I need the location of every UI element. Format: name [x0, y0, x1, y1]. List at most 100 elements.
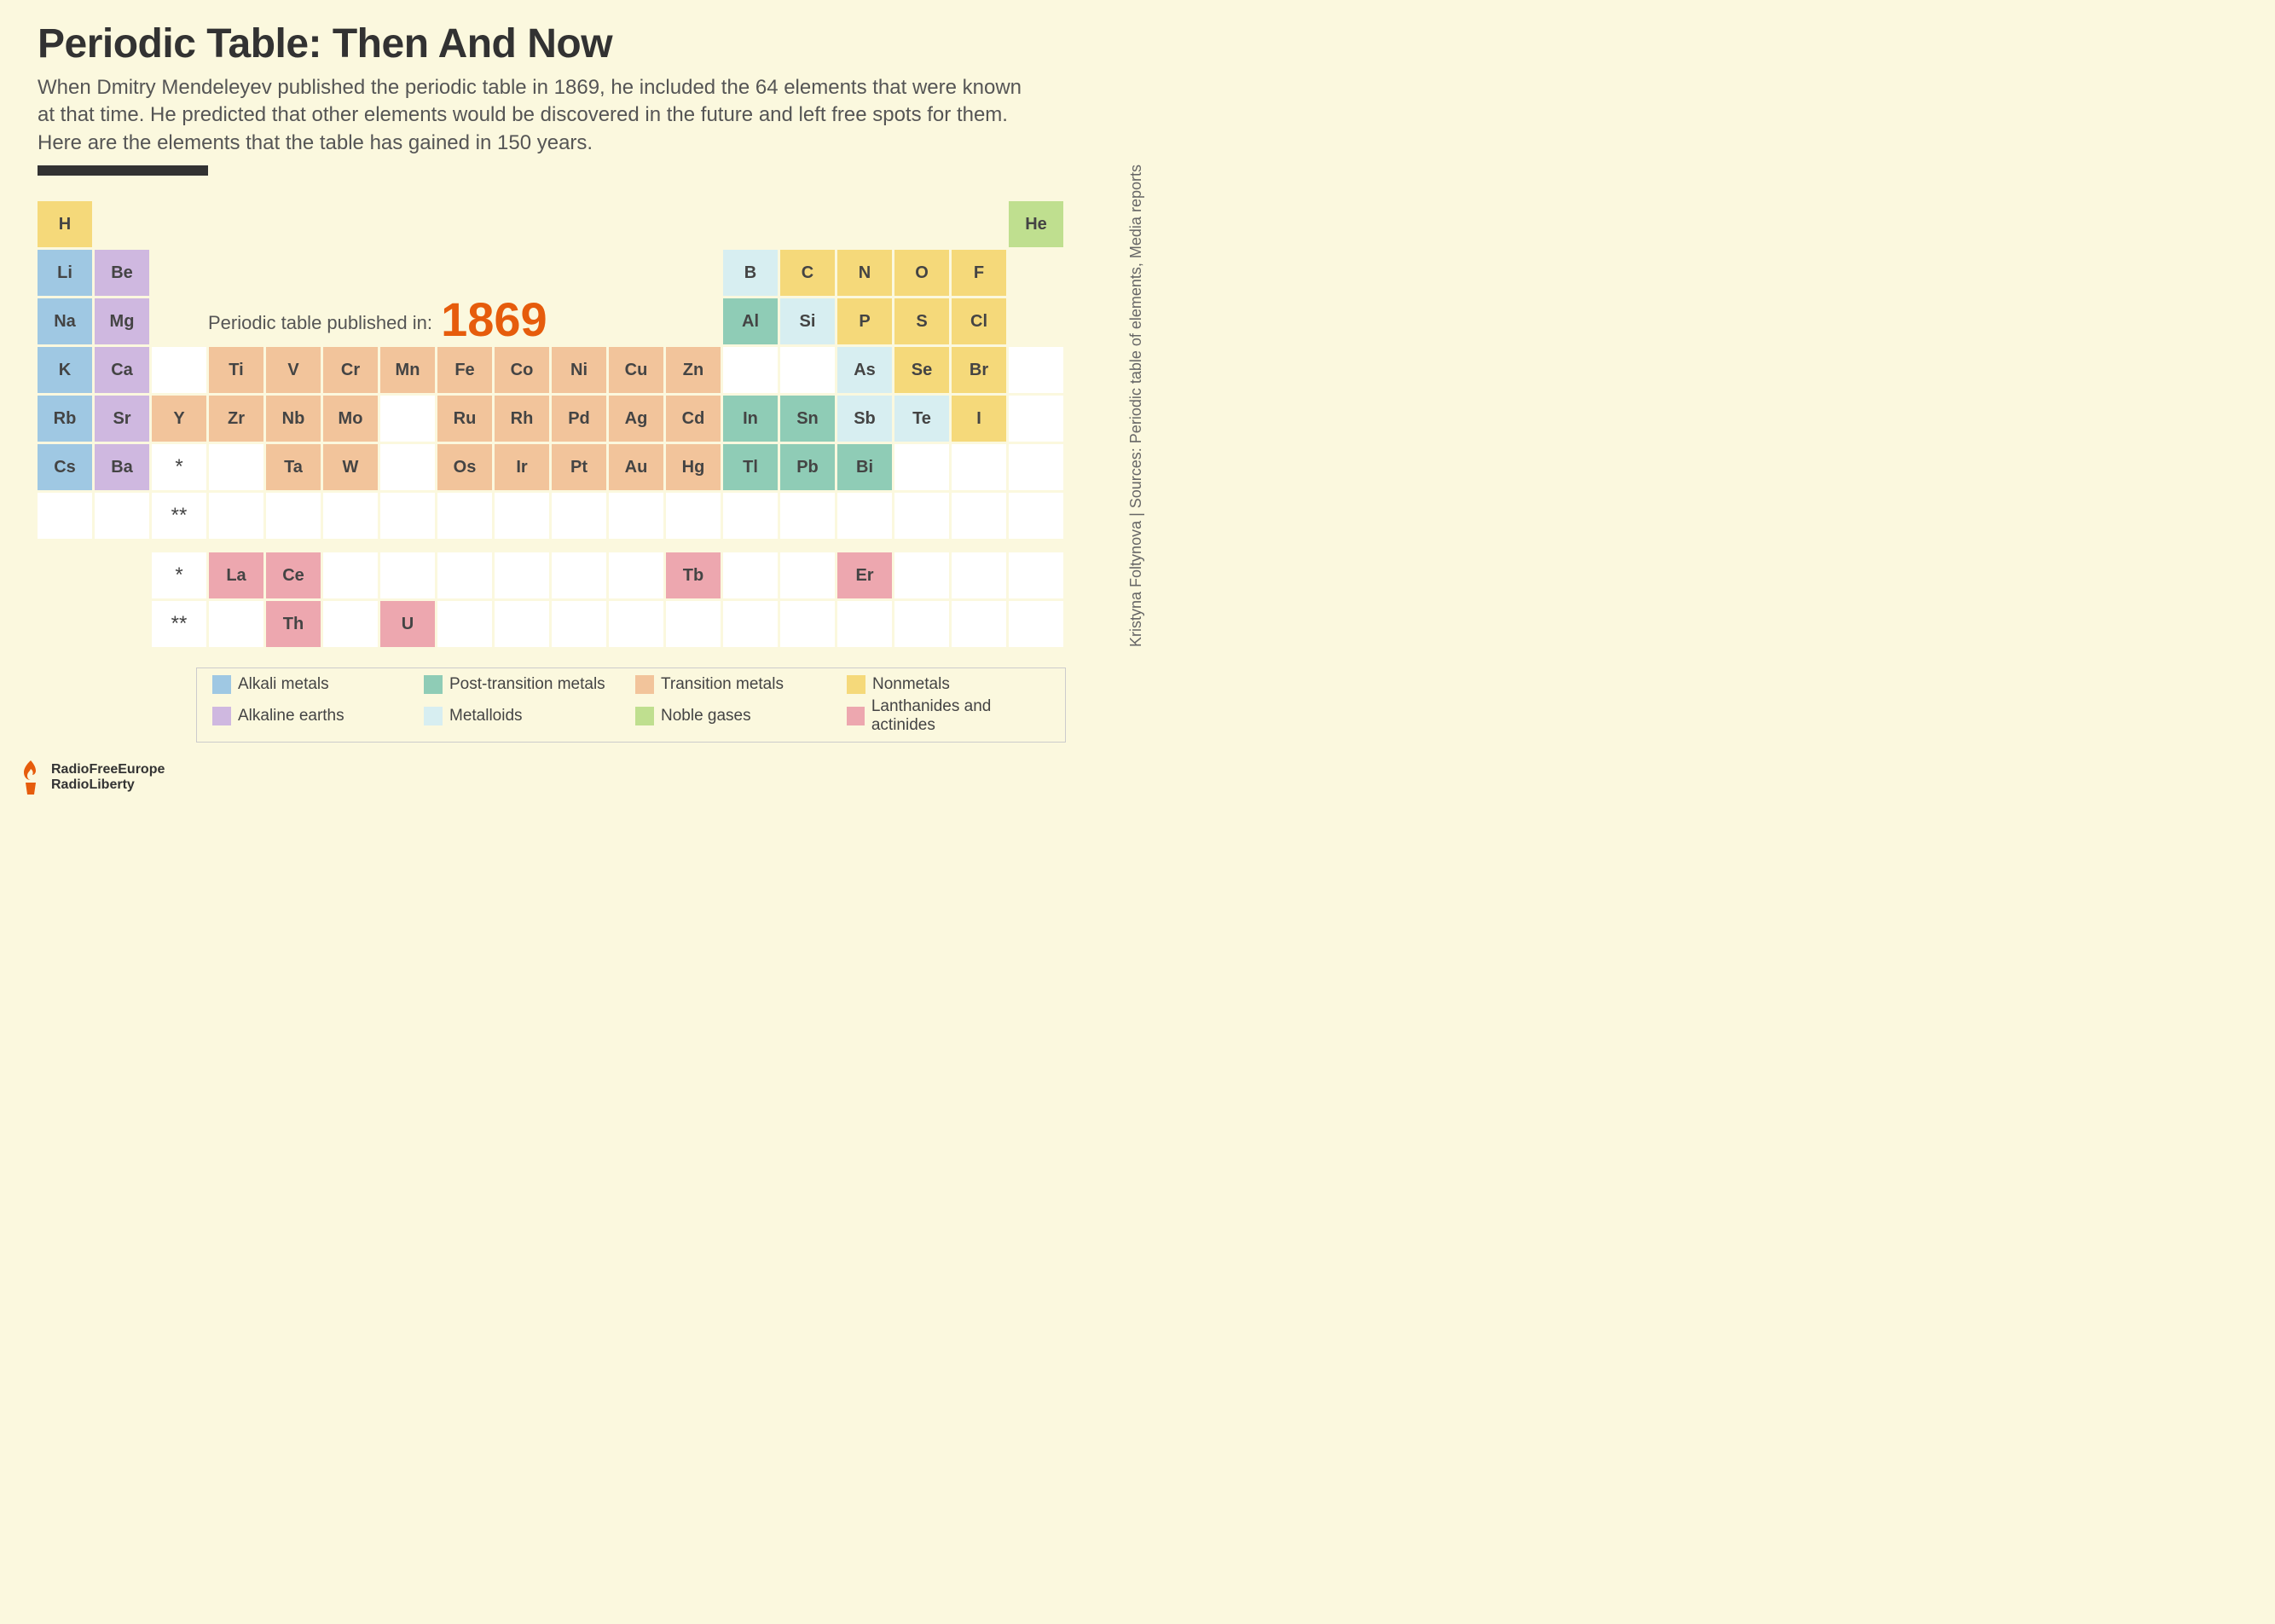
empty-cell [38, 493, 92, 539]
element-cell-sn: Sn [780, 396, 835, 442]
element-cell-os: Os [437, 444, 492, 490]
empty-cell [380, 396, 435, 442]
legend-label: Post-transition metals [449, 675, 605, 694]
void-cell [552, 201, 606, 247]
empty-cell [1009, 396, 1063, 442]
legend-item-posttrans: Post-transition metals [424, 675, 627, 694]
element-cell-ni: Ni [552, 347, 606, 393]
empty-cell [780, 493, 835, 539]
empty-cell [609, 552, 663, 598]
element-cell-al: Al [723, 298, 778, 344]
legend-item-alkali: Alkali metals [212, 675, 415, 694]
empty-cell [323, 552, 378, 598]
element-cell-sr: Sr [95, 396, 149, 442]
empty-cell [666, 493, 721, 539]
empty-cell [552, 552, 606, 598]
empty-cell [609, 493, 663, 539]
void-cell [95, 201, 149, 247]
empty-cell [495, 552, 549, 598]
element-cell-zn: Zn [666, 347, 721, 393]
element-cell-p: P [837, 298, 892, 344]
empty-cell [437, 493, 492, 539]
element-cell-n: N [837, 250, 892, 296]
element-cell-u: U [380, 601, 435, 647]
asterisk-cell: * [152, 552, 206, 598]
void-cell [609, 298, 663, 344]
legend-item-metalloid: Metalloids [424, 697, 627, 735]
void-cell [152, 298, 206, 344]
element-cell-k: K [38, 347, 92, 393]
periodic-table-wrap: Periodic table published in: 1869 HHeLiB… [38, 201, 1100, 743]
legend: Alkali metals Post-transition metals Trans… [196, 668, 1066, 743]
empty-cell [380, 552, 435, 598]
legend-swatch [847, 707, 865, 725]
element-cell-mn: Mn [380, 347, 435, 393]
void-cell [152, 250, 206, 296]
void-cell [266, 201, 321, 247]
element-cell-ca: Ca [95, 347, 149, 393]
empty-cell [723, 552, 778, 598]
legend-item-transition: Transition metals [635, 675, 838, 694]
empty-cell [780, 347, 835, 393]
void-cell [209, 201, 263, 247]
element-cell-th: Th [266, 601, 321, 647]
void-cell [38, 601, 92, 647]
element-cell-cl: Cl [952, 298, 1006, 344]
empty-cell [552, 493, 606, 539]
element-cell-in: In [723, 396, 778, 442]
legend-item-noble: Noble gases [635, 697, 838, 735]
element-cell-be: Be [95, 250, 149, 296]
empty-cell [780, 601, 835, 647]
void-cell [1009, 250, 1063, 296]
element-cell-v: V [266, 347, 321, 393]
legend-swatch [847, 675, 865, 694]
element-cell-o: O [894, 250, 949, 296]
void-cell [552, 250, 606, 296]
empty-cell [666, 601, 721, 647]
empty-cell [495, 493, 549, 539]
empty-cell [323, 601, 378, 647]
page-title: Periodic Table: Then And Now [38, 20, 1100, 67]
legend-swatch [424, 707, 443, 725]
accent-bar [38, 165, 208, 176]
empty-cell [894, 552, 949, 598]
element-cell-er: Er [837, 552, 892, 598]
empty-cell [837, 493, 892, 539]
void-cell [723, 201, 778, 247]
year-value: 1869 [441, 292, 547, 346]
element-cell-ba: Ba [95, 444, 149, 490]
empty-cell [209, 493, 263, 539]
void-cell [780, 201, 835, 247]
empty-cell [1009, 347, 1063, 393]
empty-cell [437, 601, 492, 647]
element-cell-as: As [837, 347, 892, 393]
legend-item-alkaline: Alkaline earths [212, 697, 415, 735]
element-cell-ir: Ir [495, 444, 549, 490]
element-cell-sb: Sb [837, 396, 892, 442]
legend-item-lanth: Lanthanides and actinides [847, 697, 1050, 735]
void-cell [380, 201, 435, 247]
legend-label: Alkali metals [238, 675, 329, 694]
void-cell [38, 552, 92, 598]
element-cell-pd: Pd [552, 396, 606, 442]
element-cell-he: He [1009, 201, 1063, 247]
element-cell-s: S [894, 298, 949, 344]
page-subtitle: When Dmitry Mendeleyev published the per… [38, 74, 1027, 157]
empty-cell [152, 347, 206, 393]
empty-cell [1009, 601, 1063, 647]
void-cell [323, 201, 378, 247]
empty-cell [894, 493, 949, 539]
element-cell-si: Si [780, 298, 835, 344]
void-cell [666, 298, 721, 344]
empty-cell [95, 493, 149, 539]
empty-cell [380, 444, 435, 490]
element-cell-zr: Zr [209, 396, 263, 442]
element-cell-mo: Mo [323, 396, 378, 442]
empty-cell [323, 493, 378, 539]
empty-cell [1009, 552, 1063, 598]
legend-swatch [212, 675, 231, 694]
asterisk-cell: ** [152, 493, 206, 539]
element-cell-ti: Ti [209, 347, 263, 393]
element-cell-h: H [38, 201, 92, 247]
brand-line-1: RadioFreeEurope [51, 762, 165, 777]
